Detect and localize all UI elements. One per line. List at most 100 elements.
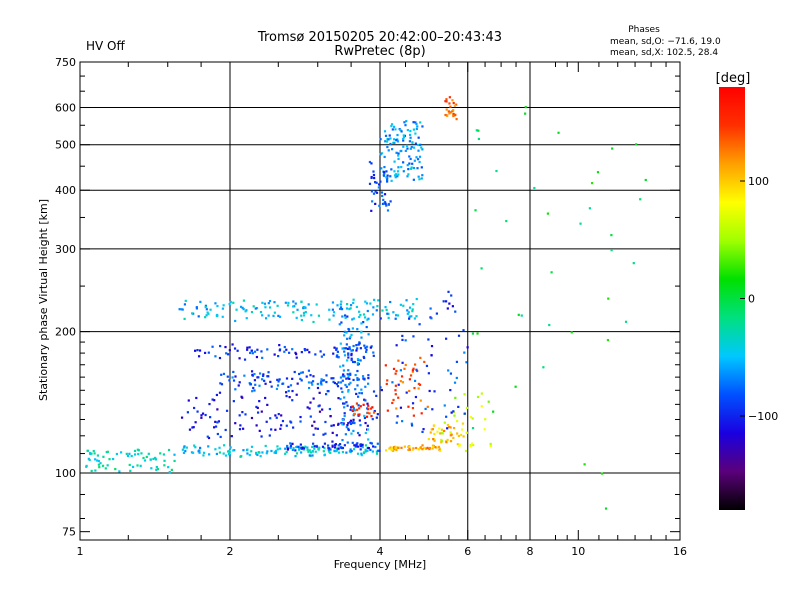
echo-point (367, 374, 370, 377)
echo-point (385, 308, 388, 311)
echo-point (219, 435, 222, 439)
echo-point (415, 315, 418, 318)
echo-point (421, 448, 424, 451)
x-tick-label: 16 (673, 545, 687, 558)
echo-point (299, 415, 302, 419)
echo-point (93, 452, 96, 455)
echo-point (399, 303, 402, 306)
echo-point (380, 152, 384, 155)
echo-point (276, 384, 280, 387)
echo-point (234, 422, 237, 425)
colorbar-tick-label: 100 (748, 175, 769, 188)
echo-point (307, 450, 310, 453)
echo-point (112, 457, 115, 461)
echo-point (356, 328, 359, 331)
echo-point (366, 318, 369, 321)
echo-point (163, 459, 166, 462)
echo-point (350, 449, 353, 453)
echo-point (253, 389, 256, 392)
echo-point (278, 344, 281, 347)
echo-point (308, 386, 311, 390)
echo-point (421, 125, 424, 128)
echo-point (248, 346, 251, 349)
echo-point (382, 174, 385, 177)
echo-point (451, 99, 454, 102)
echo-point (330, 424, 333, 427)
echo-point (359, 313, 362, 317)
echo-point (341, 402, 345, 405)
echo-point (346, 377, 350, 380)
echo-point (328, 308, 331, 311)
echo-point (343, 406, 346, 409)
echo-point (426, 446, 429, 450)
echo-point (405, 391, 408, 394)
echo-point (344, 316, 347, 320)
echo-point (362, 321, 365, 324)
echo-point (430, 428, 433, 431)
echo-point (261, 378, 264, 381)
echo-point (358, 434, 361, 437)
echo-point (348, 421, 352, 424)
echo-point (98, 466, 101, 469)
echo-point (408, 306, 412, 309)
echo-point (347, 389, 350, 392)
echo-point (266, 348, 269, 351)
echo-point (299, 377, 302, 381)
echo-point (449, 431, 452, 434)
echo-point (453, 414, 456, 417)
echo-point (460, 433, 463, 437)
echo-point (206, 435, 209, 438)
echo-point (443, 421, 446, 424)
x-axis-label: Frequency [MHz] (334, 558, 426, 571)
echo-point (396, 170, 400, 173)
echo-point (351, 327, 354, 330)
echo-point (311, 383, 314, 386)
echo-point (228, 454, 231, 457)
echo-point (380, 388, 383, 392)
echo-point (409, 157, 412, 161)
echo-point (448, 425, 451, 429)
echo-point (371, 406, 374, 409)
echo-point (596, 171, 600, 174)
echo-point (341, 375, 344, 378)
echo-point (168, 470, 171, 474)
echo-point (289, 446, 292, 449)
echo-point (369, 302, 372, 305)
echo-point (356, 445, 360, 448)
echo-point (270, 449, 273, 453)
echo-point (420, 146, 423, 149)
echo-point (445, 441, 448, 444)
echo-point (411, 370, 414, 373)
echo-point (426, 405, 429, 408)
echo-point (362, 403, 365, 406)
echo-point (332, 377, 335, 380)
echo-point (239, 424, 242, 427)
echo-point (480, 405, 483, 408)
echo-point (416, 369, 419, 373)
echo-point (399, 149, 402, 153)
echo-point (395, 421, 398, 424)
echo-point (410, 167, 413, 170)
echo-point (386, 145, 389, 149)
echo-point (320, 383, 323, 386)
echo-point (456, 432, 459, 435)
echo-point (349, 448, 352, 451)
echo-point (363, 398, 366, 401)
echo-point (349, 307, 352, 310)
echo-point (409, 136, 412, 139)
echo-point (387, 312, 390, 315)
echo-point (328, 447, 331, 450)
echo-point (411, 141, 414, 144)
echo-point (397, 166, 400, 169)
echo-point (345, 331, 348, 334)
echo-point (408, 162, 411, 165)
chart-title: Tromsø 20150205 20:42:00–20:43:43 (257, 30, 502, 45)
echo-point (384, 140, 387, 143)
echo-point (114, 467, 117, 471)
echo-point (309, 401, 312, 404)
y-tick-label: 75 (62, 526, 76, 539)
echo-point (413, 159, 416, 162)
echo-point (289, 442, 292, 445)
echo-point (411, 162, 414, 165)
echo-point (350, 432, 353, 435)
